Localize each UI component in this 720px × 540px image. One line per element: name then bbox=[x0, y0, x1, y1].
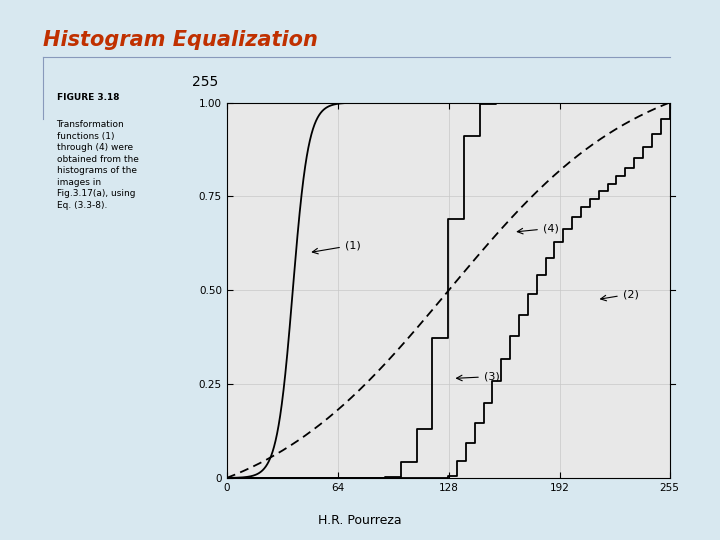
Text: (2): (2) bbox=[600, 289, 639, 301]
Text: Transformation
functions (1)
through (4) were
obtained from the
histograms of th: Transformation functions (1) through (4)… bbox=[57, 120, 138, 210]
Text: (3): (3) bbox=[456, 372, 500, 382]
Text: Histogram Equalization: Histogram Equalization bbox=[43, 30, 318, 50]
Text: FIGURE 3.18: FIGURE 3.18 bbox=[57, 93, 119, 102]
Text: (1): (1) bbox=[312, 240, 361, 254]
Text: H.R. Pourreza: H.R. Pourreza bbox=[318, 514, 402, 526]
Text: 255: 255 bbox=[192, 75, 218, 89]
Text: (4): (4) bbox=[517, 224, 559, 234]
